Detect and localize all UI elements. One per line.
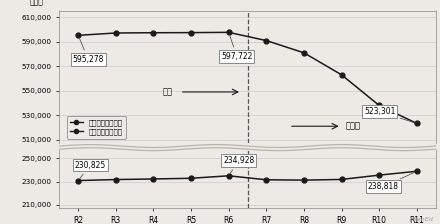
Text: ReseEd: ReseEd (409, 217, 433, 222)
Legend: 公立小学校児童数, 公立中学校生徒数: 公立小学校児童数, 公立中学校生徒数 (66, 116, 126, 139)
Text: 推計値: 推計値 (345, 122, 360, 131)
Text: 234,928: 234,928 (223, 156, 254, 173)
Text: 230,825: 230,825 (74, 161, 106, 178)
Text: （人）: （人） (29, 0, 43, 6)
Text: 238,818: 238,818 (368, 172, 414, 191)
Text: 実数: 実数 (162, 87, 172, 97)
Text: 595,278: 595,278 (73, 38, 104, 64)
Text: 523,301: 523,301 (364, 107, 414, 123)
Text: 597,722: 597,722 (221, 35, 253, 61)
